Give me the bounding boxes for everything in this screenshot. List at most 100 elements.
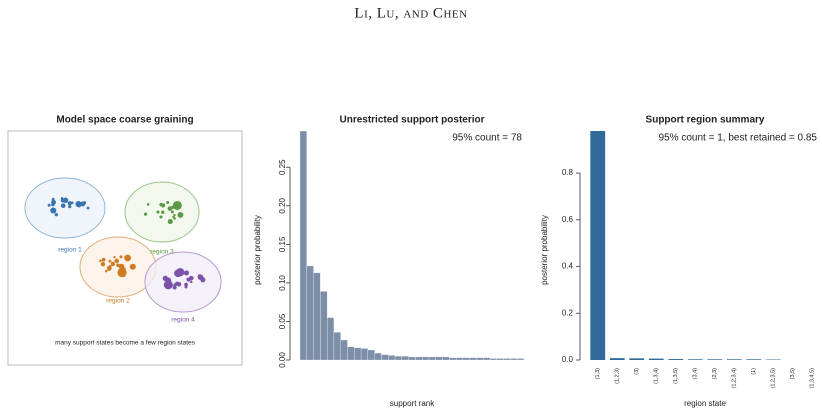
bar	[489, 358, 497, 361]
state-dot	[176, 282, 182, 287]
bar	[381, 354, 389, 361]
x-tick-label: (1,2,3,5)	[771, 368, 777, 389]
bar	[340, 339, 348, 361]
x-tick-label: (1,2,3,4)	[732, 368, 738, 389]
chart-title: Support region summary	[646, 115, 765, 126]
bar	[503, 358, 511, 361]
bar	[707, 359, 723, 360]
state-dot	[172, 285, 177, 290]
state-dot	[60, 203, 66, 209]
state-dot	[167, 219, 173, 225]
bar	[442, 356, 450, 361]
state-dot	[70, 201, 74, 205]
x-axis-label: support rank	[390, 399, 435, 408]
bar	[510, 358, 518, 361]
region-ellipse	[24, 177, 106, 239]
state-dot	[186, 277, 191, 282]
region-label: region 4	[171, 317, 195, 324]
state-dot	[173, 217, 176, 220]
bar	[462, 357, 470, 361]
state-dot	[110, 261, 116, 267]
bar	[483, 357, 491, 361]
bar	[726, 359, 742, 360]
bar	[517, 358, 525, 361]
state-dot	[190, 280, 193, 284]
bar	[415, 356, 423, 361]
state-dot	[163, 280, 173, 290]
state-dot	[113, 255, 116, 259]
x-tick-label: (1,3,5)	[673, 368, 679, 384]
x-tick-label: (1,3,4)	[654, 368, 660, 384]
state-dot	[60, 196, 64, 200]
bar	[374, 352, 382, 361]
bar	[469, 357, 477, 361]
region-ellipse	[144, 251, 222, 313]
state-dot	[197, 274, 202, 279]
y-tick-label: 0.10	[278, 275, 287, 291]
state-dot	[170, 210, 174, 214]
bar	[455, 357, 464, 361]
bar	[668, 359, 684, 360]
state-dot	[177, 212, 184, 218]
bar	[401, 355, 409, 361]
state-dot	[121, 273, 126, 277]
y-tick-label: 0.00	[278, 352, 287, 368]
state-dot	[173, 213, 176, 217]
x-tick-label: (1,3)	[595, 368, 601, 379]
bar	[320, 291, 328, 361]
bar	[347, 346, 355, 361]
state-dot	[82, 201, 87, 205]
y-tick-label: 0.05	[278, 313, 287, 329]
bar	[428, 356, 436, 361]
state-dot	[173, 283, 177, 287]
state-dot	[67, 201, 72, 206]
x-tick-label: (3)	[634, 368, 640, 375]
y-tick-label: 0.8	[562, 168, 574, 177]
bar	[648, 358, 664, 360]
y-axis-label: posterior probability	[253, 215, 262, 285]
state-dot	[108, 265, 112, 269]
annotation: 95% count = 1, best retained = 0.85	[659, 133, 818, 144]
state-dot	[100, 262, 106, 267]
bar	[388, 355, 396, 361]
y-tick-label: 0.2	[562, 308, 574, 317]
state-dot	[143, 212, 148, 216]
y-tick-label: 0.20	[278, 197, 287, 213]
state-dot	[123, 267, 126, 270]
diagram: region 1 region 3 region 2 region 4	[24, 177, 222, 324]
bar	[687, 359, 703, 360]
state-dot	[54, 212, 59, 217]
state-dot	[68, 205, 72, 209]
bar	[435, 356, 443, 361]
state-dot	[172, 204, 177, 209]
bar	[313, 272, 321, 361]
state-dot	[62, 197, 69, 203]
bar	[408, 356, 416, 361]
running-head: Li, Lu, and Chen	[354, 5, 467, 21]
x-tick-label: (1,2,3)	[615, 368, 621, 384]
state-dot	[77, 203, 81, 208]
state-dot	[146, 203, 150, 206]
state-dot	[47, 203, 51, 207]
y-tick-label: 0.15	[278, 236, 287, 252]
state-dot	[118, 263, 125, 270]
y-axis-label: posterior probability	[540, 215, 549, 285]
state-dot	[166, 201, 170, 205]
y-tick-label: 0.0	[562, 355, 574, 364]
bar	[306, 265, 314, 361]
y-tick-label: 0.4	[562, 262, 574, 271]
bar	[629, 358, 645, 360]
bar	[449, 357, 457, 361]
bar	[590, 131, 606, 360]
y-tick-label: 0.6	[562, 215, 574, 224]
bar	[327, 317, 335, 361]
x-axis-label: region state	[684, 399, 726, 408]
bar	[333, 332, 341, 361]
bar	[354, 347, 362, 361]
state-dot	[101, 257, 106, 262]
state-dot	[52, 209, 57, 213]
region-label: region 1	[58, 247, 82, 254]
bar	[746, 359, 762, 360]
